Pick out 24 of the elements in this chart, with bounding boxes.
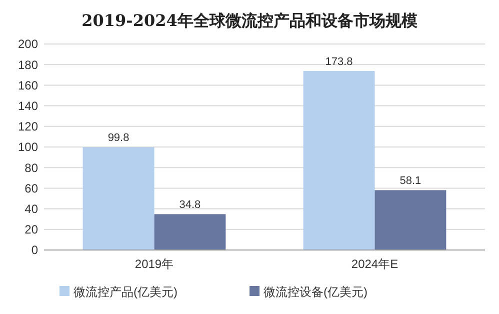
y-tick-label: 40 [24,202,38,216]
y-tick-label: 160 [18,78,38,92]
y-tick-label: 180 [18,58,38,72]
bar [374,190,446,250]
legend-label: 微流控设备(亿美元) [264,285,368,299]
y-tick-label: 100 [18,140,38,154]
bar [82,147,154,250]
x-tick-label: 2019年 [134,257,174,271]
y-tick-label: 20 [24,222,38,237]
y-tick-label: 200 [18,37,38,52]
data-label: 99.8 [108,132,130,144]
data-label: 58.1 [400,175,422,188]
y-tick-label: 140 [18,99,38,113]
chart-title: 2019-2024年全球微流控产品和设备市场规模 [82,11,418,30]
data-label: 34.8 [179,199,201,212]
legend-label: 微流控产品(亿美元) [74,285,178,299]
y-tick-label: 80 [24,160,38,175]
y-tick-label: 60 [24,181,38,196]
data-label: 173.8 [325,56,353,68]
y-tick-label: 120 [18,120,38,134]
y-tick-label: 0 [31,243,38,258]
bar [154,214,226,250]
bar [303,70,375,250]
x-tick-label: 2024年E [351,257,398,271]
